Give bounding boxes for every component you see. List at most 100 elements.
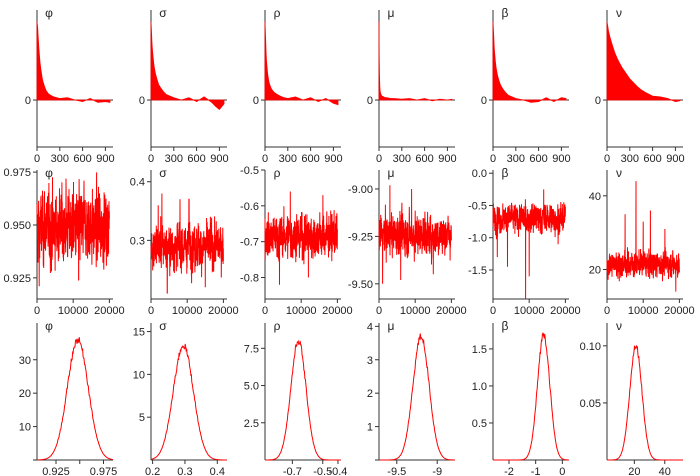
x-tick-label: 20000 (436, 305, 467, 317)
x-tick-label: 300 (165, 153, 183, 165)
y-tick-label: 3 (367, 355, 373, 367)
x-tick-label: 10000 (514, 305, 545, 317)
x-tick-label: 0.2 (145, 466, 160, 476)
x-tick-label: 0 (490, 305, 496, 317)
panel-2-3: ρ -0.8 -0.7 -0.6 -0.5 0 10000 20000 (240, 165, 353, 317)
panel-2-4: μ -9.50 -9.25 -9.00 0 10000 20000 (348, 166, 467, 317)
acf-area (378, 21, 453, 102)
x-tick-label: 20000 (322, 305, 353, 317)
y-tick-label: 0.5 (472, 418, 487, 430)
y-tick-label: 5 (139, 412, 145, 424)
x-tick-label: 600 (643, 153, 661, 165)
x-tick-label: 900 (438, 153, 456, 165)
y-tick-label: 1 (367, 422, 373, 434)
panel-title: β (502, 166, 509, 180)
x-tick-label: 0 (34, 305, 40, 317)
acf-area (492, 21, 567, 103)
x-tick-label: 600 (529, 153, 547, 165)
panel-1-6: ν 0 0 300 600 900 (595, 6, 685, 165)
y-tick-label: 0 (25, 95, 31, 107)
y-tick-label: 2 (367, 388, 373, 400)
y-tick-label: 0 (139, 95, 145, 107)
x-tick-label: 0 (604, 153, 610, 165)
y-tick-label: -0.8 (240, 273, 259, 285)
x-tick-label: 900 (210, 153, 228, 165)
y-tick-label: -1.5 (468, 265, 487, 277)
x-tick-label: 0 (148, 153, 154, 165)
panel-title: ν (616, 166, 622, 180)
x-tick-label: 20000 (94, 305, 125, 317)
y-tick-label: 5.0 (244, 381, 259, 393)
x-tick-label: 600 (415, 153, 433, 165)
x-tick-label: 0 (262, 153, 268, 165)
density-curve (150, 343, 227, 461)
panel-3-1: φ 10 20 30 0.925 0.975 (19, 319, 118, 476)
x-tick-label: 20000 (664, 305, 695, 317)
x-tick-label: 900 (96, 153, 114, 165)
y-tick-label: 0.975 (3, 167, 31, 179)
panel-1-5: β 0 0 300 600 900 (481, 6, 571, 165)
y-tick-label: 0 (253, 95, 259, 107)
acf-area (36, 21, 111, 103)
y-tick-label: 15 (133, 327, 145, 339)
y-tick-label: 4 (367, 321, 373, 333)
x-tick-label: 0.975 (90, 466, 118, 476)
panel-title: ρ (274, 6, 281, 20)
y-tick-label: 0.10 (580, 341, 601, 353)
x-tick-label: 600 (301, 153, 319, 165)
x-tick-label: 20000 (550, 305, 581, 317)
panel-2-5: β -1.5 -1.0 -0.5 0.0 0 10000 20000 (468, 166, 581, 317)
panel-title: μ (388, 319, 395, 333)
panel-title: φ (45, 319, 53, 333)
x-tick-label: 0 (262, 305, 268, 317)
panel-title: σ (159, 166, 167, 180)
x-tick-label: 600 (187, 153, 205, 165)
y-tick-label: 1.5 (472, 344, 487, 356)
panel-title: ρ (274, 166, 281, 180)
x-tick-label: 300 (621, 153, 639, 165)
panel-title: φ (45, 6, 53, 20)
panel-title: β (502, 6, 509, 20)
panel-title: β (502, 319, 509, 333)
x-tick-label: 10000 (172, 305, 203, 317)
panel-title: μ (388, 166, 395, 180)
acf-area (606, 21, 681, 103)
panel-3-5: β 0.5 1.0 1.5 -2 -1 0 (472, 319, 569, 476)
y-tick-label: 0.4 (130, 177, 145, 189)
y-tick-label: 10 (19, 422, 31, 434)
x-tick-label: -0.7 (283, 466, 302, 476)
density-curve (607, 344, 683, 461)
y-tick-label: -0.5 (468, 200, 487, 212)
x-tick-label: -9.5 (387, 466, 406, 476)
y-tick-label: 0 (481, 95, 487, 107)
y-tick-label: 40 (589, 191, 601, 203)
x-tick-label: 900 (552, 153, 570, 165)
y-tick-label: 0 (367, 95, 373, 107)
x-tick-label: -9 (432, 466, 442, 476)
panel-title: ν (616, 6, 622, 20)
x-tick-label: 0.4 (210, 466, 225, 476)
x-tick-label: -0.5 (313, 466, 332, 476)
x-tick-label: 900 (666, 153, 684, 165)
density-curve (37, 337, 114, 461)
y-tick-label: 0.925 (3, 273, 31, 285)
panel-1-4: μ 0 0 300 600 900 (367, 6, 457, 165)
x-tick-label: 0 (148, 305, 154, 317)
density-curve (265, 339, 341, 461)
trace-line (264, 191, 338, 285)
y-tick-label: -1.0 (468, 233, 487, 245)
panel-1-3: ρ 0 0 300 600 900 (253, 6, 343, 165)
y-tick-label: -9.50 (348, 279, 373, 291)
x-tick-label: 10000 (58, 305, 89, 317)
trace-line (378, 185, 452, 284)
x-tick-label: 900 (324, 153, 342, 165)
x-tick-label: 0 (34, 153, 40, 165)
panel-title: φ (45, 166, 53, 180)
panel-title: μ (388, 6, 395, 20)
x-tick-label: 10000 (628, 305, 659, 317)
x-tick-label: 40 (659, 466, 671, 476)
y-tick-label: 10 (133, 369, 145, 381)
x-tick-label: 0 (376, 305, 382, 317)
y-tick-label: -0.6 (240, 201, 259, 213)
